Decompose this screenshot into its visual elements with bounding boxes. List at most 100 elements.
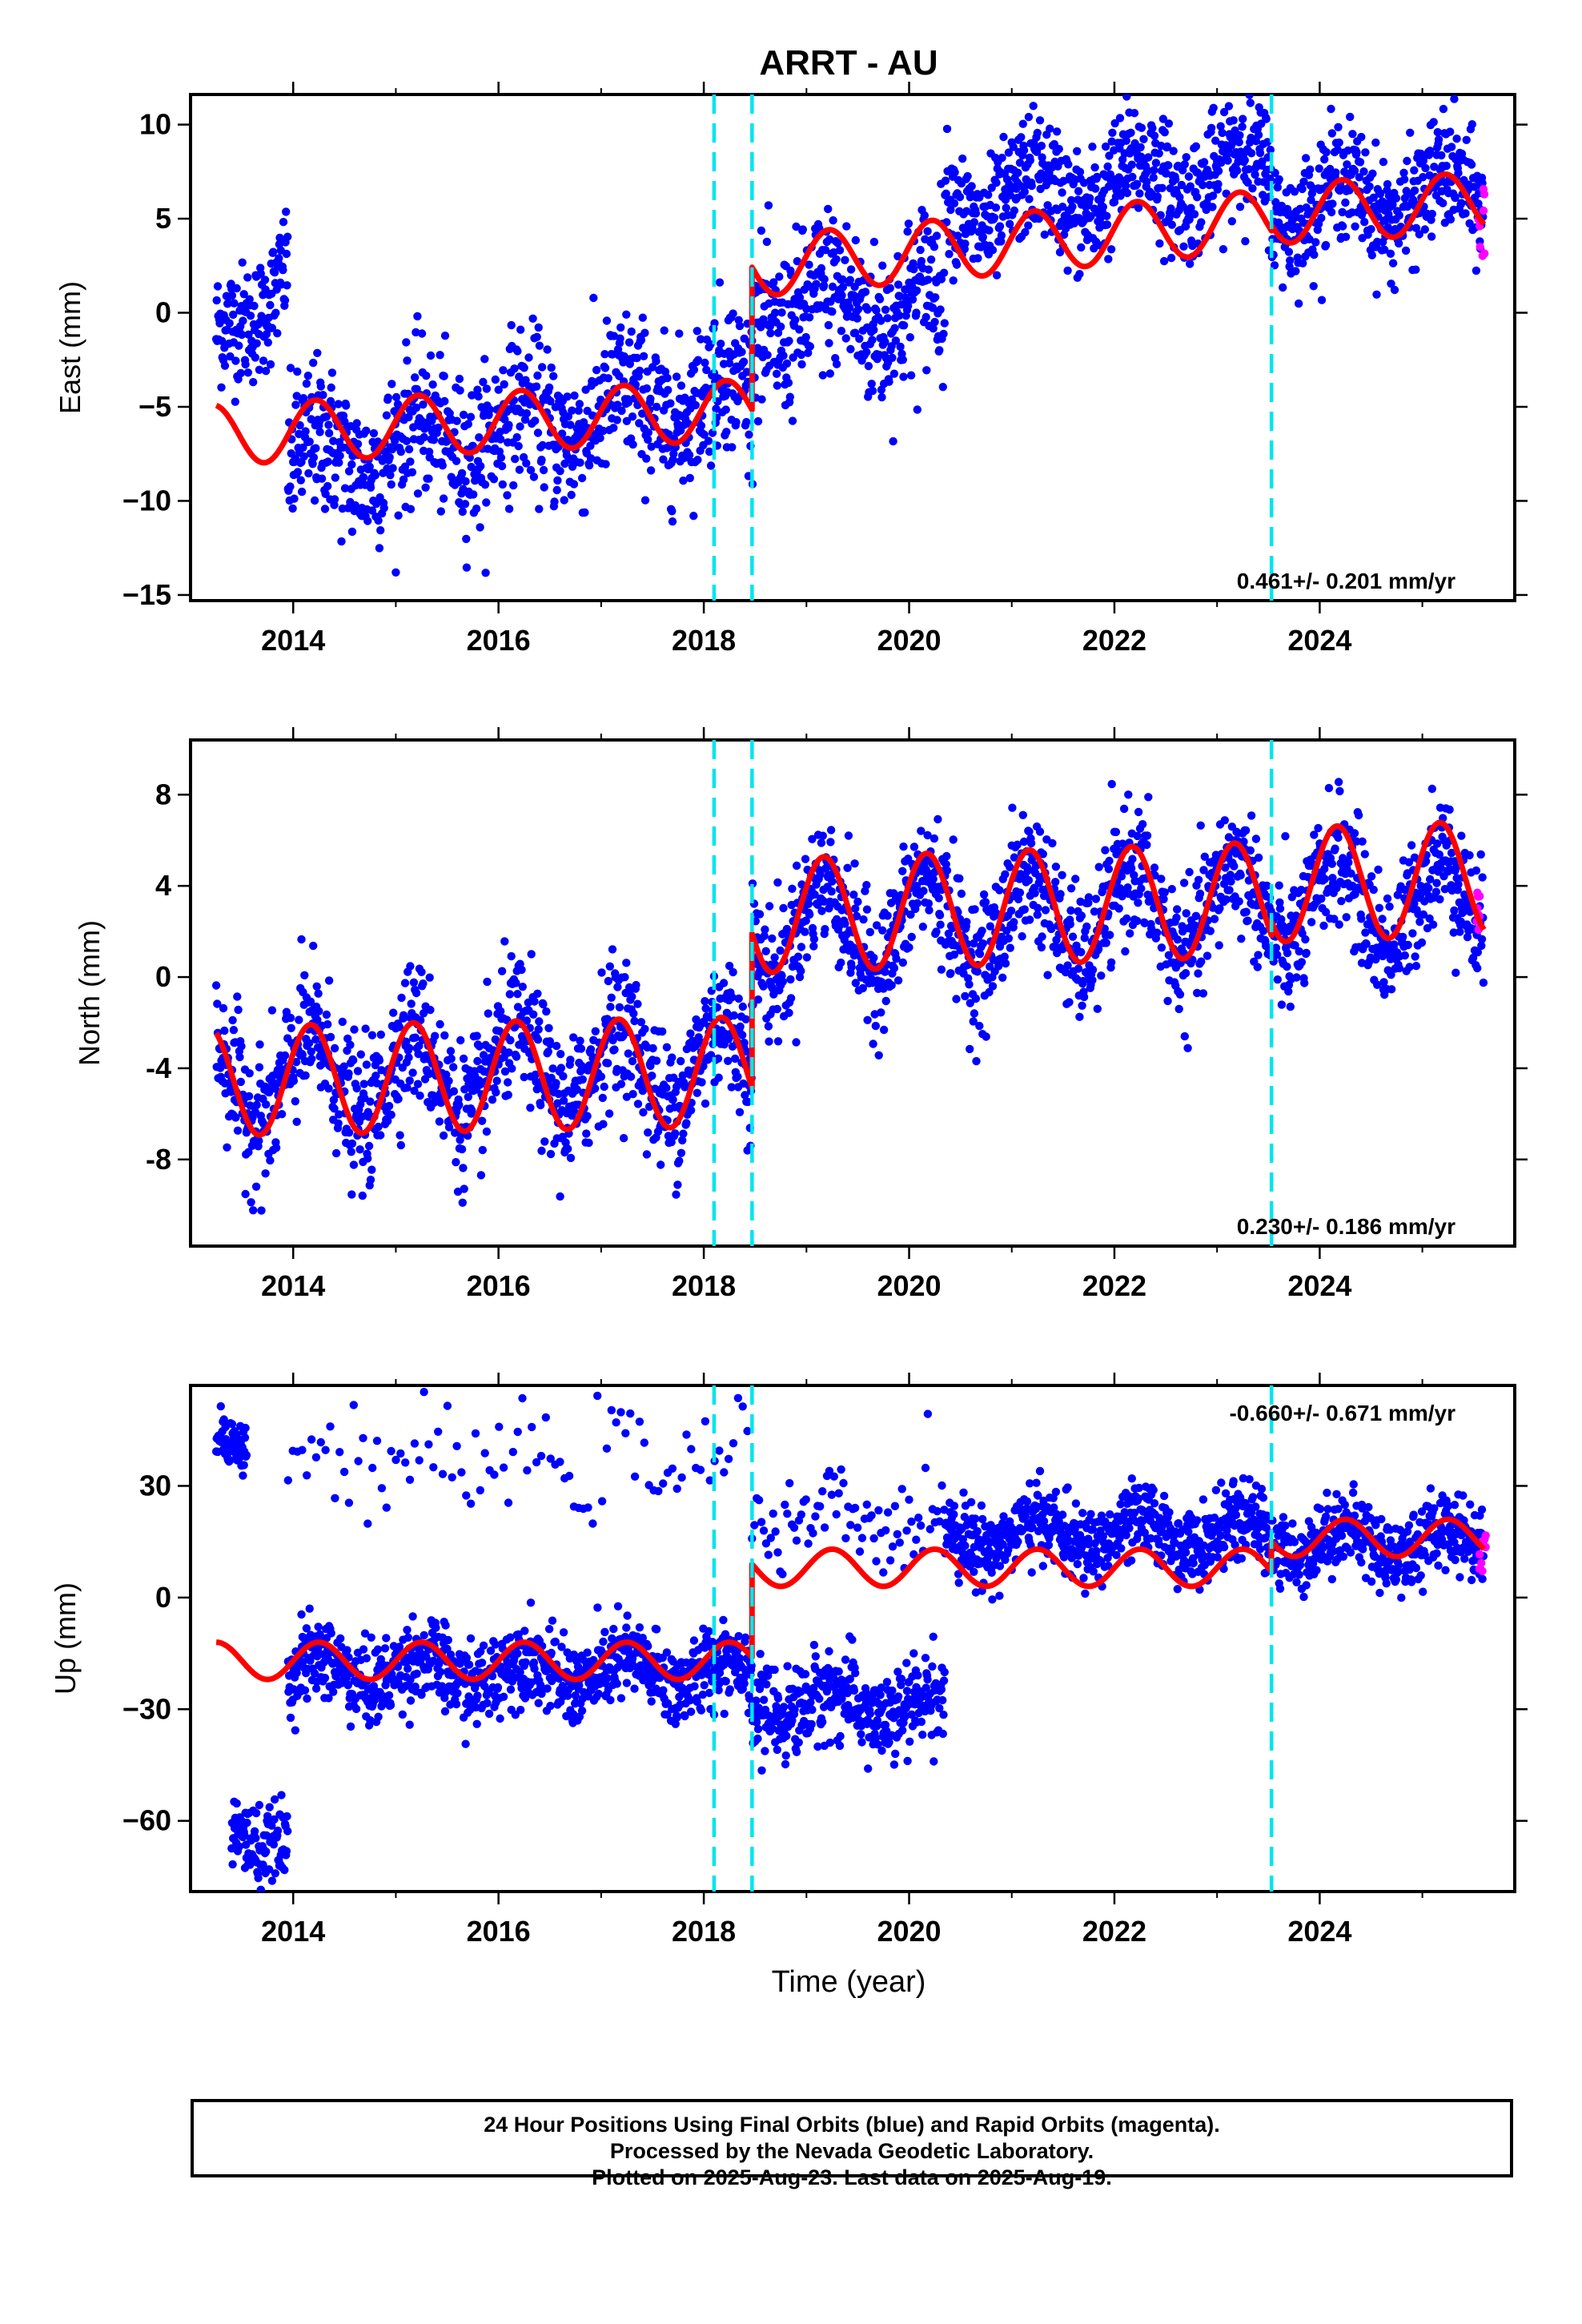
north-data-point xyxy=(512,1052,521,1061)
north-data-point xyxy=(1215,941,1223,950)
north-data-point xyxy=(255,1040,264,1049)
east-data-point xyxy=(1383,179,1392,189)
east-data-point xyxy=(458,507,467,517)
east-data-point xyxy=(391,568,400,577)
north-data-point xyxy=(1387,971,1395,979)
east-data-point xyxy=(642,454,651,463)
east-data-point xyxy=(1294,299,1303,308)
east-data-point xyxy=(978,232,988,242)
east-data-point xyxy=(422,372,431,380)
east-data-point xyxy=(1090,163,1099,172)
east-data-point xyxy=(452,416,461,425)
east-data-point xyxy=(1128,172,1137,182)
east-data-point xyxy=(275,254,283,263)
east-data-point xyxy=(1262,115,1271,123)
east-data-point xyxy=(602,316,612,325)
east-data-point xyxy=(1235,138,1243,147)
north-data-point xyxy=(736,1022,745,1031)
north-data-point xyxy=(678,1071,687,1080)
north-data-point xyxy=(1150,863,1159,872)
east-data-point xyxy=(535,505,544,513)
north-data-point xyxy=(513,990,522,999)
north-data-point xyxy=(1405,963,1414,971)
east-data-point xyxy=(537,456,546,464)
east-data-point xyxy=(845,303,854,312)
east-data-point xyxy=(479,377,488,387)
east-data-point xyxy=(798,225,807,234)
east-data-point xyxy=(464,420,472,428)
east-data-point xyxy=(374,516,383,525)
east-data-point xyxy=(367,506,377,515)
north-data-point xyxy=(788,884,797,894)
east-data-point xyxy=(1014,168,1022,177)
east-data-point xyxy=(1058,188,1066,197)
north-data-point xyxy=(969,1017,978,1026)
east-data-point xyxy=(363,517,372,525)
east-data-point xyxy=(793,257,801,266)
north-data-point xyxy=(909,842,919,851)
north-data-point xyxy=(801,916,810,925)
north-data-point xyxy=(409,978,419,987)
north-data-point xyxy=(476,1080,484,1089)
east-data-point xyxy=(833,239,842,247)
north-data-point xyxy=(877,978,886,987)
north-data-point xyxy=(1001,870,1010,879)
north-data-point xyxy=(361,1024,370,1033)
east-data-point xyxy=(1275,175,1283,184)
north-data-point xyxy=(287,1023,295,1033)
north-data-point xyxy=(1379,978,1388,987)
east-data-point xyxy=(239,316,247,325)
east-data-point xyxy=(353,440,363,448)
east-data-point xyxy=(323,481,332,491)
east-data-point xyxy=(577,473,587,483)
east-data-point xyxy=(1021,227,1030,237)
east-data-point xyxy=(213,282,223,291)
north-data-point xyxy=(1310,830,1319,839)
east-data-point xyxy=(1095,215,1105,223)
north-data-point xyxy=(1013,840,1022,850)
north-data-point xyxy=(464,1080,473,1089)
east-data-point xyxy=(949,276,958,285)
east-data-point xyxy=(824,320,833,330)
north-data-point xyxy=(1254,853,1263,862)
east-data-point xyxy=(282,249,291,259)
east-data-point xyxy=(791,316,800,324)
east-data-point xyxy=(295,429,303,439)
east-data-point xyxy=(717,340,725,348)
east-data-point xyxy=(1250,81,1258,89)
north-data-point xyxy=(1246,846,1255,855)
north-data-point xyxy=(219,1003,228,1013)
north-data-point xyxy=(376,1030,385,1039)
east-data-point xyxy=(512,432,521,442)
east-data-point xyxy=(795,293,805,302)
east-data-point xyxy=(992,179,1001,187)
east-data-point xyxy=(1171,175,1180,184)
north-data-point xyxy=(1173,935,1182,944)
east-data-point xyxy=(413,489,423,498)
north-data-point xyxy=(539,999,548,1009)
north-data-point xyxy=(1286,1002,1295,1011)
east-data-point xyxy=(1391,194,1401,203)
north-data-point xyxy=(1230,862,1239,870)
north-data-point xyxy=(883,911,892,920)
east-data-point xyxy=(403,356,412,365)
east-data-point xyxy=(322,412,331,421)
east-data-point xyxy=(1352,148,1361,157)
north-data-point xyxy=(363,1154,372,1163)
north-data-point xyxy=(566,1055,575,1064)
north-data-point xyxy=(878,926,887,935)
north-data-point xyxy=(1180,1031,1190,1041)
north-data-point xyxy=(826,838,835,846)
east-data-point xyxy=(877,316,885,325)
east-data-point xyxy=(881,337,889,346)
east-rapid-point xyxy=(1476,243,1484,251)
east-data-point xyxy=(691,400,700,410)
east-data-point xyxy=(455,374,464,384)
east-data-point xyxy=(421,483,430,492)
north-data-point xyxy=(1084,893,1094,902)
north-data-point xyxy=(1395,963,1404,973)
east-data-point xyxy=(1361,148,1370,157)
east-data-point xyxy=(227,291,237,300)
east-data-point xyxy=(309,358,318,368)
north-data-point xyxy=(1079,992,1089,1002)
